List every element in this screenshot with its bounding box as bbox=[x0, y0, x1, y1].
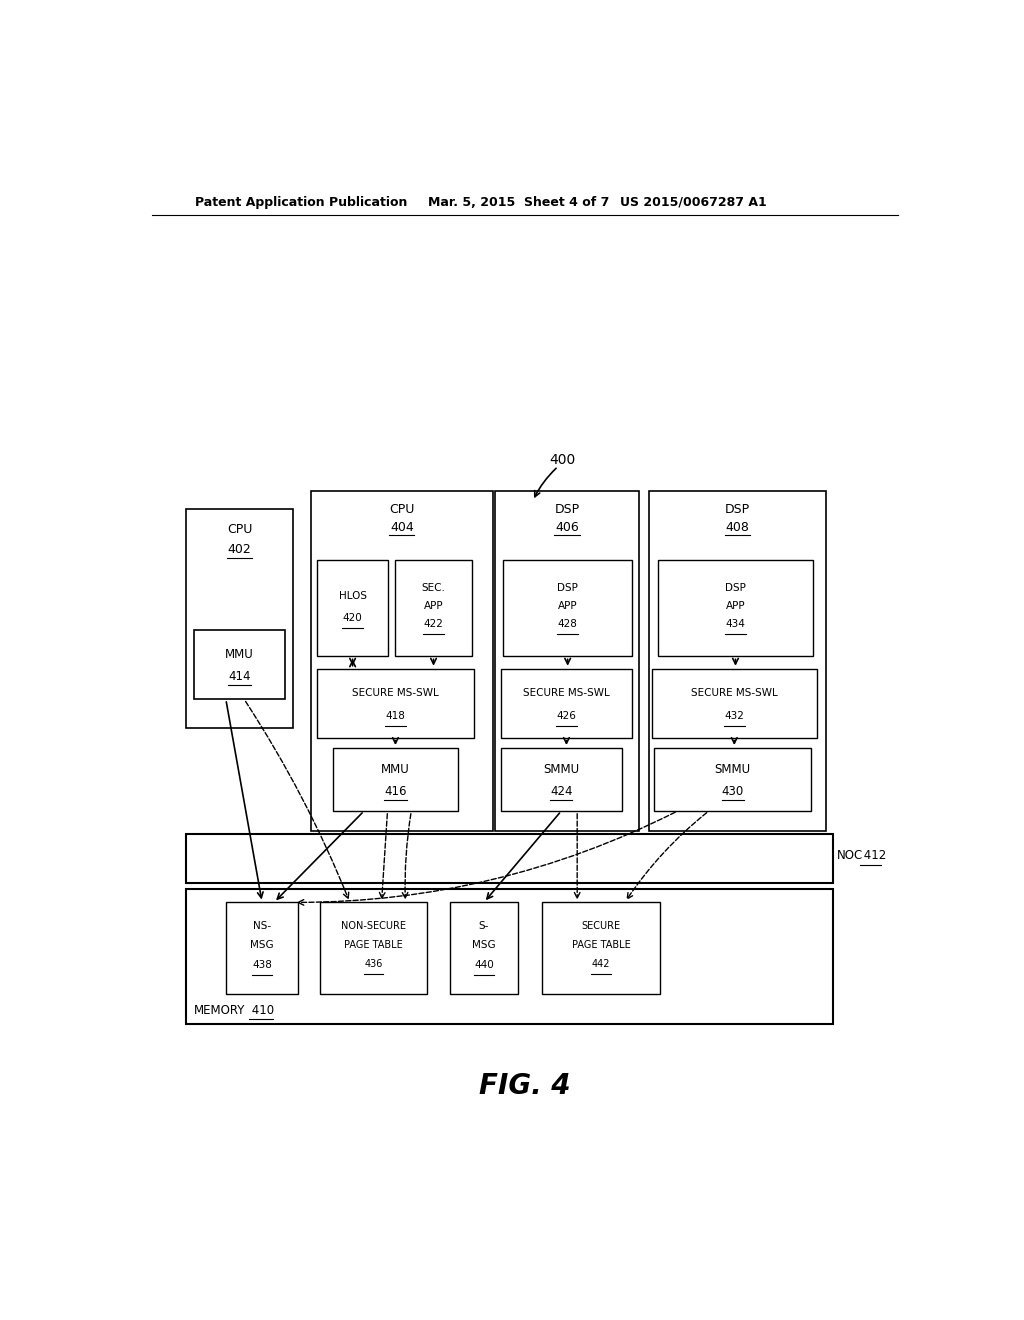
Text: 422: 422 bbox=[424, 619, 443, 630]
Text: SECURE MS-SWL: SECURE MS-SWL bbox=[523, 688, 610, 698]
Bar bbox=[316, 560, 388, 656]
Text: 442: 442 bbox=[592, 960, 610, 969]
Text: NS-: NS- bbox=[253, 921, 271, 931]
Text: DSP: DSP bbox=[557, 583, 579, 593]
Text: SMMU: SMMU bbox=[544, 763, 580, 776]
Bar bbox=[504, 560, 632, 656]
Text: 428: 428 bbox=[558, 619, 578, 630]
Bar bbox=[316, 669, 474, 738]
Text: APP: APP bbox=[424, 601, 443, 611]
Bar bbox=[501, 669, 632, 738]
Text: MEMORY: MEMORY bbox=[194, 1003, 245, 1016]
Bar bbox=[394, 560, 472, 656]
Text: SEC.: SEC. bbox=[422, 583, 445, 593]
Text: DSP: DSP bbox=[725, 583, 745, 593]
Bar bbox=[226, 903, 298, 994]
Bar bbox=[333, 748, 458, 810]
Bar bbox=[321, 903, 427, 994]
Bar bbox=[451, 903, 518, 994]
Text: 412: 412 bbox=[860, 849, 887, 862]
Text: MMU: MMU bbox=[381, 763, 410, 776]
Text: SECURE: SECURE bbox=[582, 921, 621, 931]
Text: DSP: DSP bbox=[725, 503, 750, 516]
Text: NON-SECURE: NON-SECURE bbox=[341, 921, 407, 931]
Text: 406: 406 bbox=[555, 521, 579, 533]
Text: MSG: MSG bbox=[250, 940, 274, 950]
Text: MSG: MSG bbox=[472, 940, 496, 950]
Bar bbox=[186, 510, 293, 727]
Text: CPU: CPU bbox=[226, 523, 252, 536]
Text: 410: 410 bbox=[248, 1003, 274, 1016]
Bar bbox=[194, 630, 285, 700]
Text: 404: 404 bbox=[390, 521, 414, 533]
Text: 430: 430 bbox=[722, 785, 743, 799]
Text: 432: 432 bbox=[724, 711, 744, 722]
Text: MMU: MMU bbox=[225, 648, 254, 661]
Bar bbox=[310, 491, 494, 832]
Bar bbox=[186, 890, 833, 1024]
Bar bbox=[495, 491, 639, 832]
Text: US 2015/0067287 A1: US 2015/0067287 A1 bbox=[620, 195, 767, 209]
Text: Mar. 5, 2015  Sheet 4 of 7: Mar. 5, 2015 Sheet 4 of 7 bbox=[428, 195, 609, 209]
Bar bbox=[649, 491, 825, 832]
Text: 402: 402 bbox=[227, 544, 251, 556]
Text: 400: 400 bbox=[550, 453, 577, 467]
Text: HLOS: HLOS bbox=[339, 591, 367, 601]
Bar bbox=[658, 560, 813, 656]
Text: 438: 438 bbox=[252, 961, 272, 970]
Text: 408: 408 bbox=[726, 521, 750, 533]
Text: FIG. 4: FIG. 4 bbox=[479, 1072, 570, 1101]
Text: 418: 418 bbox=[385, 711, 406, 722]
Text: CPU: CPU bbox=[389, 503, 415, 516]
Text: PAGE TABLE: PAGE TABLE bbox=[344, 940, 403, 950]
Text: DSP: DSP bbox=[554, 503, 580, 516]
Text: SMMU: SMMU bbox=[715, 763, 751, 776]
Text: 424: 424 bbox=[550, 785, 572, 799]
Text: PAGE TABLE: PAGE TABLE bbox=[571, 940, 631, 950]
Bar bbox=[186, 834, 833, 883]
Text: SECURE MS-SWL: SECURE MS-SWL bbox=[352, 688, 439, 698]
Text: 420: 420 bbox=[343, 614, 362, 623]
Text: 440: 440 bbox=[474, 961, 494, 970]
Text: 416: 416 bbox=[384, 785, 407, 799]
Text: NOC: NOC bbox=[837, 849, 863, 862]
Bar bbox=[654, 748, 811, 810]
Text: Patent Application Publication: Patent Application Publication bbox=[196, 195, 408, 209]
Text: 414: 414 bbox=[228, 671, 251, 684]
Bar bbox=[501, 748, 622, 810]
Text: S-: S- bbox=[479, 921, 489, 931]
Text: SECURE MS-SWL: SECURE MS-SWL bbox=[691, 688, 777, 698]
Text: 434: 434 bbox=[726, 619, 745, 630]
Bar bbox=[543, 903, 659, 994]
Text: 436: 436 bbox=[365, 960, 383, 969]
Bar bbox=[652, 669, 817, 738]
Text: APP: APP bbox=[558, 601, 578, 611]
Text: APP: APP bbox=[726, 601, 745, 611]
Text: 426: 426 bbox=[556, 711, 577, 722]
